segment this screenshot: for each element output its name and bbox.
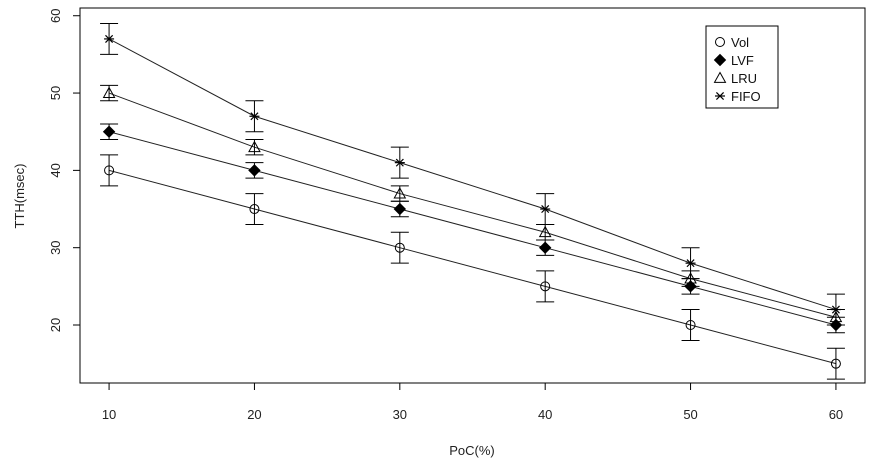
triangle-marker: [829, 310, 843, 323]
data-point-vol: [540, 281, 551, 292]
diamond-marker: [102, 125, 116, 138]
data-point-lvf: [393, 202, 407, 216]
series-line-vol: [108, 169, 837, 365]
data-point-fifo: [540, 205, 551, 214]
x-tick-label: 20: [247, 407, 261, 422]
diamond-marker: [713, 53, 727, 67]
y-tick-label: 40: [48, 163, 63, 177]
series-line-lru: [108, 92, 837, 318]
data-point-vol: [685, 320, 696, 331]
triangle-marker: [248, 140, 261, 153]
series-line-lvf: [108, 131, 837, 326]
triangle-marker: [538, 225, 552, 238]
asterisk-stroke: [395, 158, 404, 167]
circle-marker: [249, 204, 260, 215]
legend-marker-lvf: [713, 53, 727, 67]
data-point-fifo: [249, 112, 260, 121]
y-tick-label: 20: [48, 318, 63, 332]
x-tick-label: 40: [538, 407, 552, 422]
data-point-lru: [684, 272, 697, 284]
triangle-marker: [393, 187, 407, 199]
asterisk-stroke: [831, 305, 840, 314]
data-point-lru: [393, 187, 407, 199]
data-point-lvf: [829, 318, 843, 332]
data-point-lvf: [538, 241, 552, 254]
data-points: [102, 34, 843, 369]
circle-marker: [830, 358, 841, 369]
legend-marker-fifo: [715, 91, 725, 101]
asterisk-stroke: [541, 205, 550, 214]
legend-items: Vol LVF LRU FIFO: [713, 35, 761, 104]
data-point-fifo: [830, 305, 841, 314]
data-point-fifo: [394, 158, 405, 167]
asterisk-stroke: [715, 91, 725, 101]
triangle-marker: [684, 272, 697, 284]
data-point-vol: [830, 358, 841, 369]
legend-label-vol: Vol: [731, 35, 749, 50]
y-tick-label: 50: [48, 86, 63, 100]
data-point-lru: [102, 86, 116, 98]
data-point-lru: [829, 310, 843, 323]
legend-label-lru: LRU: [731, 71, 757, 86]
circle-marker: [104, 165, 115, 176]
error-bar-vol: [536, 270, 555, 303]
circle-marker: [685, 320, 696, 331]
data-point-vol: [249, 204, 260, 215]
triangle-marker: [102, 86, 116, 98]
plot-frame: [79, 7, 866, 384]
data-point-lru: [248, 140, 261, 153]
x-tick-label: 10: [102, 407, 116, 422]
circle-marker: [394, 242, 405, 253]
error-bar-vol: [390, 231, 409, 264]
error-bar-vol: [826, 347, 845, 380]
legend-marker-vol: [715, 37, 725, 47]
y-tick-label: 30: [48, 240, 63, 254]
diamond-marker: [829, 318, 843, 332]
circle-marker: [715, 37, 725, 47]
legend: Vol LVF LRU FIFO: [705, 25, 779, 109]
legend-label-lvf: LVF: [731, 53, 754, 68]
y-tick-label: 60: [48, 8, 63, 22]
error-bar-vol: [681, 309, 700, 341]
diamond-marker: [393, 202, 407, 216]
x-tick-label: 30: [393, 407, 407, 422]
series-lines: [108, 38, 837, 365]
data-point-fifo: [104, 34, 115, 43]
diamond-marker: [538, 241, 552, 254]
asterisk-stroke: [686, 259, 695, 268]
asterisk-stroke: [105, 34, 114, 43]
axes-layer: 10 20 30 40 50 60 20 30 40 50 60: [48, 8, 843, 422]
x-tick-label: 60: [829, 407, 843, 422]
legend-marker-lru: [713, 71, 727, 83]
diamond-marker: [248, 164, 261, 177]
series-line-fifo: [108, 38, 837, 311]
triangle-marker: [713, 71, 727, 83]
legend-label-fifo: FIFO: [731, 89, 761, 104]
error-bar-vol: [100, 154, 119, 187]
circle-marker: [540, 281, 551, 292]
x-tick-label: 50: [683, 407, 697, 422]
data-point-lvf: [102, 125, 116, 138]
x-axis-title: PoC(%): [449, 443, 495, 458]
data-point-lru: [538, 225, 552, 238]
error-bar-vol: [245, 193, 264, 225]
data-point-lvf: [248, 164, 261, 177]
asterisk-stroke: [250, 112, 259, 121]
data-point-lvf: [684, 280, 697, 293]
data-point-vol: [394, 242, 405, 253]
y-axis-title: TTH(msec): [12, 164, 27, 229]
diamond-marker: [684, 280, 697, 293]
data-point-fifo: [685, 259, 696, 268]
data-point-vol: [104, 165, 115, 176]
